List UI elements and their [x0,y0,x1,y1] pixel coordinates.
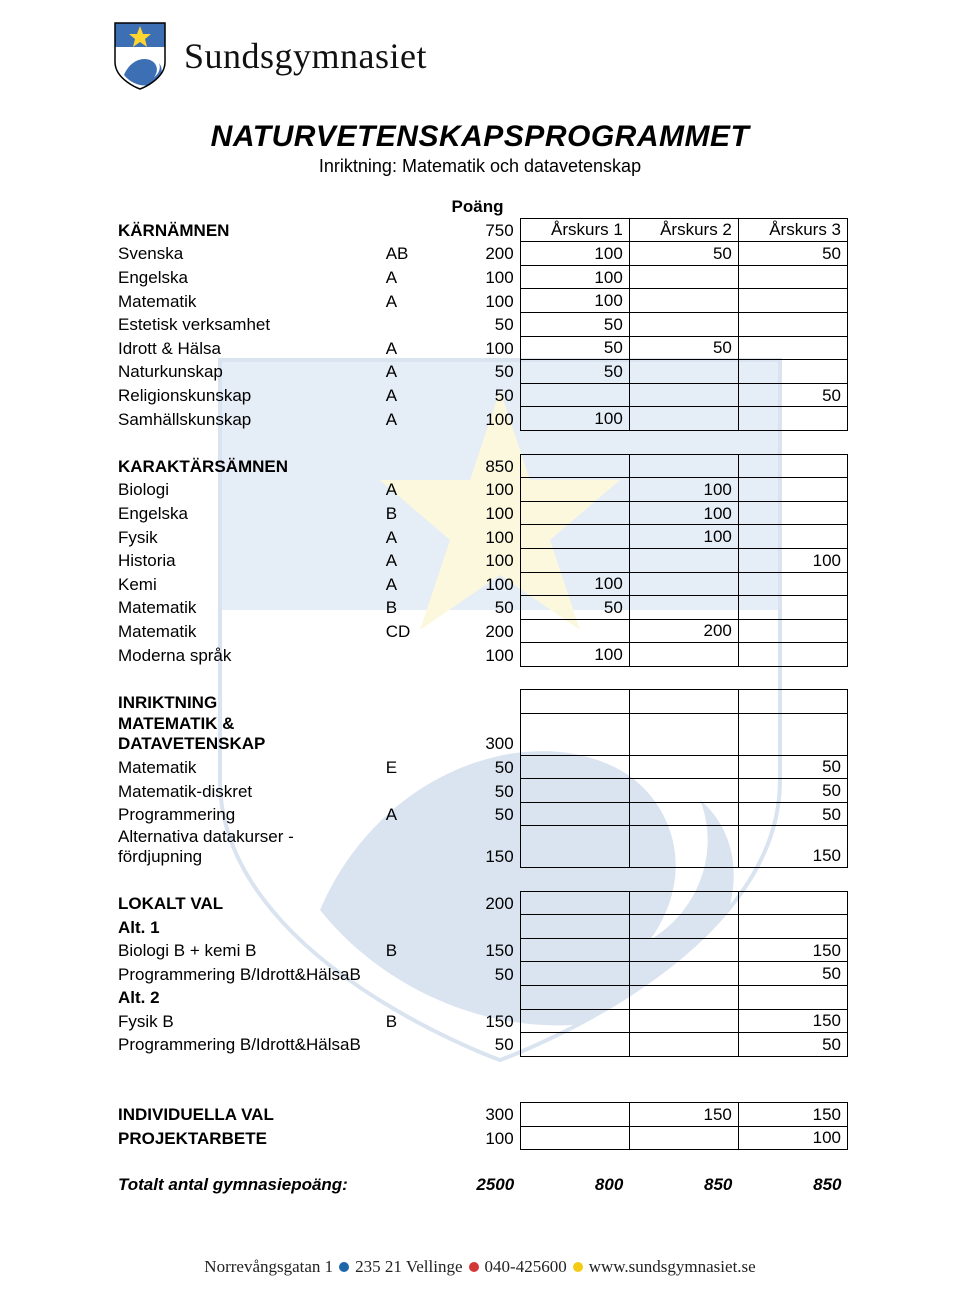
table-row: Alt. 1 [112,915,848,939]
table-row: KARAKTÄRSÄMNEN850 [112,454,848,478]
page-header: Sundsgymnasiet [112,20,848,92]
table-row: Estetisk verksamhet5050 [112,312,848,336]
table-row [112,1079,848,1102]
page-subtitle: Inriktning: Matematik och datavetenskap [112,156,848,177]
table-row: EngelskaA100100 [112,265,848,289]
table-row: FysikA100100 [112,525,848,549]
footer-part: 040-425600 [485,1257,567,1276]
table-row: MatematikCD200200 [112,619,848,643]
table-row: Programmering B/Idrott&HälsaB5050 [112,1033,848,1057]
school-logo [112,20,168,92]
footer-dot [573,1262,583,1272]
table-row [112,1056,848,1079]
table-row [112,430,848,454]
page-footer: Norrevångsgatan 1 235 21 Vellinge 040-4256… [0,1257,960,1277]
table-row: HistoriaA100100 [112,548,848,572]
table-row: SamhällskunskapA100100 [112,407,848,431]
table-row: INDIVIDUELLA VAL300150150 [112,1102,848,1126]
table-row: Fysik BB150150 [112,1009,848,1033]
footer-part: www.sundsgymnasiet.se [589,1257,756,1276]
table-row: Programmering B/Idrott&HälsaB5050 [112,962,848,986]
table-row: MATEMATIK & DATAVETENSKAP300 [112,714,848,756]
table-row: MatematikA100100 [112,289,848,313]
table-row: Idrott & HälsaA1005050 [112,336,848,360]
table-row [112,868,848,892]
table-row: ReligionskunskapA5050 [112,383,848,407]
school-name: Sundsgymnasiet [184,35,427,77]
table-row: NaturkunskapA5050 [112,360,848,384]
table-row: SvenskaAB2001005050 [112,242,848,266]
footer-dot [469,1262,479,1272]
table-row: KemiA100100 [112,572,848,596]
table-row: MatematikB5050 [112,596,848,620]
table-row: Alternativa datakurser - fördjupning1501… [112,826,848,868]
table-row: ProgrammeringA5050 [112,802,848,826]
table-row: MatematikE5050 [112,755,848,779]
table-row: PROJEKTARBETE100100 [112,1126,848,1150]
table-row: Alt. 2 [112,986,848,1010]
course-table: PoängKÄRNÄMNEN750Årskurs 1Årskurs 2Årsku… [112,195,848,1195]
table-row: INRIKTNING [112,690,848,714]
table-row: BiologiA100100 [112,478,848,502]
table-row: Matematik-diskret5050 [112,779,848,803]
table-row: EngelskaB100100 [112,501,848,525]
footer-part: 235 21 Vellinge [355,1257,462,1276]
table-row: Moderna språk100100 [112,643,848,667]
poang-header: Poäng [435,195,520,218]
page-title: NATURVETENSKAPSPROGRAMMET [112,120,848,154]
footer-dot [339,1262,349,1272]
table-row [112,1150,848,1173]
table-row [112,666,848,690]
table-row: KÄRNÄMNEN750Årskurs 1Årskurs 2Årskurs 3 [112,218,848,242]
table-row: Totalt antal gymnasiepoäng:2500800850850 [112,1173,848,1196]
table-row: LOKALT VAL200 [112,891,848,915]
footer-part: Norrevångsgatan 1 [204,1257,333,1276]
table-row: Biologi B + kemi BB150150 [112,938,848,962]
